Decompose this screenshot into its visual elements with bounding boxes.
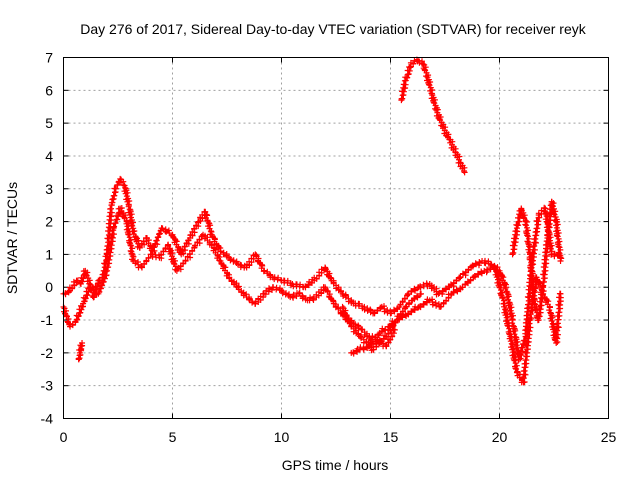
series-track-f [509,198,565,324]
series-track-g [348,326,398,357]
series-track-e [398,56,468,176]
y-tick-label: -4 [41,411,54,427]
series-trace [340,291,424,354]
y-tick-label: 1 [45,246,53,262]
y-tick-label: 7 [45,50,53,66]
series-track-b [60,205,564,386]
chart-title: Day 276 of 2017, Sidereal Day-to-day VTE… [80,21,586,37]
x-tick-label: 25 [601,429,617,445]
y-tick-labels: -4 -3 -2 -1 0 1 2 3 4 5 6 7 [41,50,54,427]
series-trace [509,198,565,324]
x-tick-label: 10 [274,429,290,445]
y-tick-label: 6 [45,82,53,98]
x-axis-label: GPS time / hours [282,457,389,473]
x-tick-label: 0 [60,429,68,445]
x-tick-labels: 0 5 10 15 20 25 [60,429,617,445]
plot-frame [63,57,609,419]
y-tick-label: 4 [45,148,53,164]
y-tick-label: -3 [41,378,54,394]
series-trace [350,326,397,357]
y-tick-label: 3 [45,181,53,197]
y-axis-label: SDTVAR / TECUs [4,182,20,294]
data-point [339,303,346,310]
series-trace [61,205,564,386]
y-tick-label: -1 [41,312,54,328]
y-tick-label: -2 [41,345,54,361]
data-points [60,56,565,386]
x-tick-label: 15 [383,429,399,445]
series-trace [398,56,468,174]
x-tick-label: 5 [169,429,177,445]
y-tick-label: 2 [45,214,53,230]
x-tick-label: 20 [492,429,508,445]
y-tick-label: 5 [45,115,53,131]
series-track-a [60,175,562,363]
y-tick-label: 0 [45,279,53,295]
series-trace [75,342,86,362]
series-track-c [75,340,86,363]
